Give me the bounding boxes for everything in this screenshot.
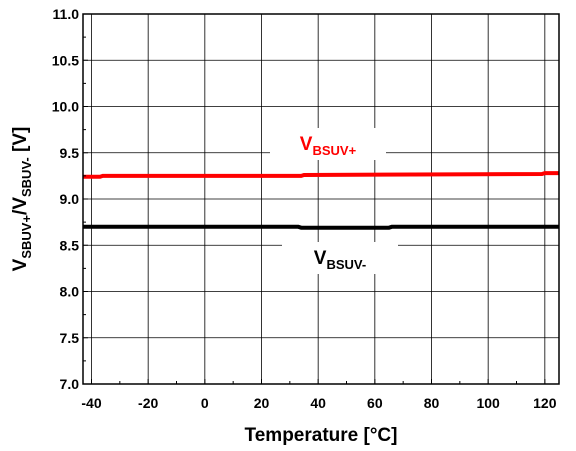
y-tick-label: 9.0 bbox=[60, 191, 80, 207]
series-label-layer: VBSUV+ VBSUV- bbox=[270, 128, 398, 274]
series-label-1: VBSUV- bbox=[314, 248, 366, 272]
x-tick-label: -20 bbox=[138, 395, 158, 411]
y-tick-label: 10.5 bbox=[52, 52, 79, 68]
x-tick-label: 100 bbox=[476, 395, 500, 411]
tick-marks bbox=[83, 13, 546, 385]
y-axis-label: VSBUV+/VSBUV- [V] bbox=[10, 127, 34, 272]
series-layer bbox=[83, 171, 559, 230]
x-tick-label: -40 bbox=[81, 395, 101, 411]
x-tick-labels: -40 -20 0 20 40 60 80 100 120 bbox=[81, 395, 556, 411]
y-tick-label: 7.0 bbox=[60, 376, 80, 392]
y-tick-label: 9.5 bbox=[60, 145, 80, 161]
x-tick-label: 80 bbox=[424, 395, 440, 411]
x-tick-label: 120 bbox=[533, 395, 557, 411]
series-label-0: VBSUV+ bbox=[300, 134, 357, 158]
series-label-background bbox=[270, 128, 386, 160]
x-tick-label: 0 bbox=[201, 395, 209, 411]
x-tick-label: 20 bbox=[254, 395, 270, 411]
series-line-0 bbox=[83, 171, 559, 179]
y-tick-label: 10.0 bbox=[52, 99, 79, 115]
y-tick-label: 11.0 bbox=[53, 6, 80, 22]
x-tick-label: 40 bbox=[310, 395, 326, 411]
series-line-1 bbox=[83, 224, 559, 230]
y-tick-label: 8.0 bbox=[60, 284, 80, 300]
x-axis-label: Temperature [°C] bbox=[245, 425, 398, 446]
y-tick-label: 8.5 bbox=[60, 237, 80, 253]
series-label-background bbox=[282, 242, 398, 274]
y-tick-labels: 7.0 7.5 8.0 8.5 9.0 9.5 10.0 10.5 11.0 bbox=[52, 6, 79, 392]
x-tick-label: 60 bbox=[367, 395, 383, 411]
grid-lines bbox=[83, 13, 559, 385]
y-tick-label: 7.5 bbox=[60, 330, 80, 346]
